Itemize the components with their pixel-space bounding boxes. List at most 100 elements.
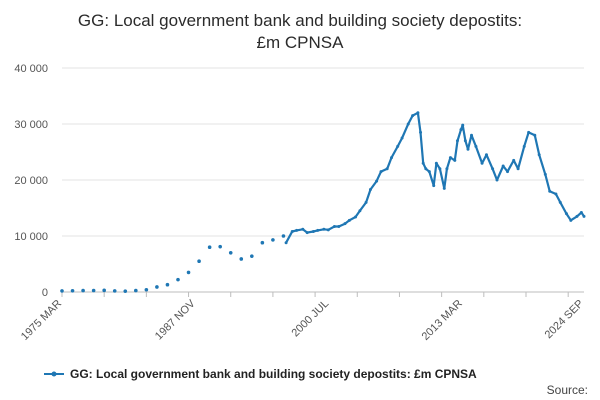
data-point bbox=[495, 178, 499, 182]
data-point bbox=[70, 288, 75, 293]
data-point bbox=[301, 227, 305, 231]
y-tick-label: 10 000 bbox=[14, 231, 48, 243]
data-point bbox=[406, 122, 410, 126]
data-point bbox=[569, 218, 573, 222]
data-point bbox=[281, 234, 286, 238]
data-point bbox=[385, 167, 389, 171]
data-point bbox=[548, 189, 552, 193]
data-point bbox=[411, 114, 415, 118]
data-point bbox=[512, 158, 516, 162]
data-point bbox=[474, 144, 478, 148]
data-point bbox=[554, 192, 558, 196]
data-point bbox=[364, 200, 368, 204]
data-point bbox=[466, 147, 470, 151]
data-point bbox=[155, 285, 159, 289]
data-point bbox=[311, 230, 315, 234]
data-point bbox=[290, 230, 294, 234]
data-point bbox=[432, 184, 436, 188]
data-point bbox=[218, 244, 222, 249]
data-point bbox=[480, 161, 484, 165]
data-point bbox=[123, 289, 128, 293]
data-point bbox=[453, 158, 457, 162]
chart-title-line-1: GG: Local government bank and building s… bbox=[78, 11, 522, 30]
data-point bbox=[445, 167, 449, 171]
legend-swatch-marker bbox=[51, 371, 57, 377]
data-point bbox=[347, 218, 351, 222]
data-point bbox=[438, 167, 442, 171]
data-point bbox=[186, 270, 191, 275]
data-point bbox=[165, 282, 170, 287]
data-point bbox=[506, 170, 510, 174]
data-point bbox=[207, 245, 212, 249]
data-point bbox=[522, 144, 526, 148]
data-point bbox=[516, 167, 520, 171]
legend: GG: Local government bank and building s… bbox=[44, 367, 477, 381]
data-point bbox=[416, 111, 420, 115]
data-point bbox=[459, 128, 463, 132]
y-tick-label: 20 000 bbox=[14, 175, 48, 187]
data-point bbox=[582, 214, 586, 218]
data-point bbox=[326, 228, 330, 232]
series-line bbox=[285, 111, 585, 244]
data-point bbox=[527, 130, 531, 134]
data-point bbox=[558, 200, 562, 204]
data-point bbox=[463, 139, 467, 143]
x-tick-label: 1975 MAR bbox=[19, 298, 64, 343]
data-point bbox=[316, 228, 320, 232]
data-point bbox=[484, 153, 488, 157]
data-point bbox=[284, 241, 288, 245]
data-point bbox=[112, 289, 117, 293]
data-point bbox=[295, 228, 299, 232]
legend-label: GG: Local government bank and building s… bbox=[70, 367, 477, 381]
data-point bbox=[228, 251, 233, 255]
data-point bbox=[470, 133, 474, 137]
data-point bbox=[575, 214, 579, 218]
y-tick-label: 30 000 bbox=[14, 119, 48, 131]
data-point bbox=[442, 186, 446, 190]
data-point bbox=[421, 161, 425, 165]
data-point bbox=[434, 161, 438, 165]
data-point bbox=[427, 170, 431, 174]
data-point bbox=[343, 222, 347, 226]
data-point bbox=[533, 133, 537, 137]
data-point bbox=[564, 212, 568, 216]
data-point bbox=[390, 156, 394, 160]
chart-title: GG: Local government bank and building s… bbox=[78, 11, 522, 52]
y-axis: 0 10 000 20 000 30 000 40 000 bbox=[14, 63, 48, 299]
data-point bbox=[60, 289, 64, 293]
data-point bbox=[81, 288, 85, 293]
data-point bbox=[358, 209, 362, 213]
data-point bbox=[322, 227, 326, 231]
data-point bbox=[543, 172, 547, 176]
data-point bbox=[579, 210, 583, 214]
x-tick-label: 2013 MAR bbox=[420, 298, 465, 343]
data-point bbox=[448, 156, 452, 160]
y-tick-label: 0 bbox=[42, 287, 48, 299]
gridlines bbox=[62, 67, 584, 293]
data-point bbox=[144, 287, 149, 292]
data-point bbox=[337, 224, 341, 228]
data-point bbox=[102, 288, 106, 293]
data-point bbox=[91, 288, 96, 293]
data-point bbox=[424, 167, 428, 171]
data-point bbox=[461, 123, 465, 127]
y-tick-label: 40 000 bbox=[14, 63, 48, 75]
data-point bbox=[501, 164, 505, 168]
data-point bbox=[176, 277, 180, 282]
data-point bbox=[271, 238, 275, 242]
data-point bbox=[537, 153, 541, 157]
data-point bbox=[491, 167, 495, 171]
x-tick-label: 1987 NOV bbox=[153, 297, 198, 342]
data-point bbox=[239, 257, 244, 261]
chart-title-line-2: £m CPNSA bbox=[257, 33, 345, 52]
data-point bbox=[332, 224, 336, 228]
data-point bbox=[419, 130, 423, 134]
data-point bbox=[260, 240, 265, 245]
data-point bbox=[368, 188, 372, 192]
source-label: Source: bbox=[547, 383, 588, 397]
data-point bbox=[400, 136, 404, 140]
data-point bbox=[305, 231, 309, 235]
data-point bbox=[250, 254, 254, 258]
x-tick-label: 2024 SEP bbox=[543, 298, 587, 342]
